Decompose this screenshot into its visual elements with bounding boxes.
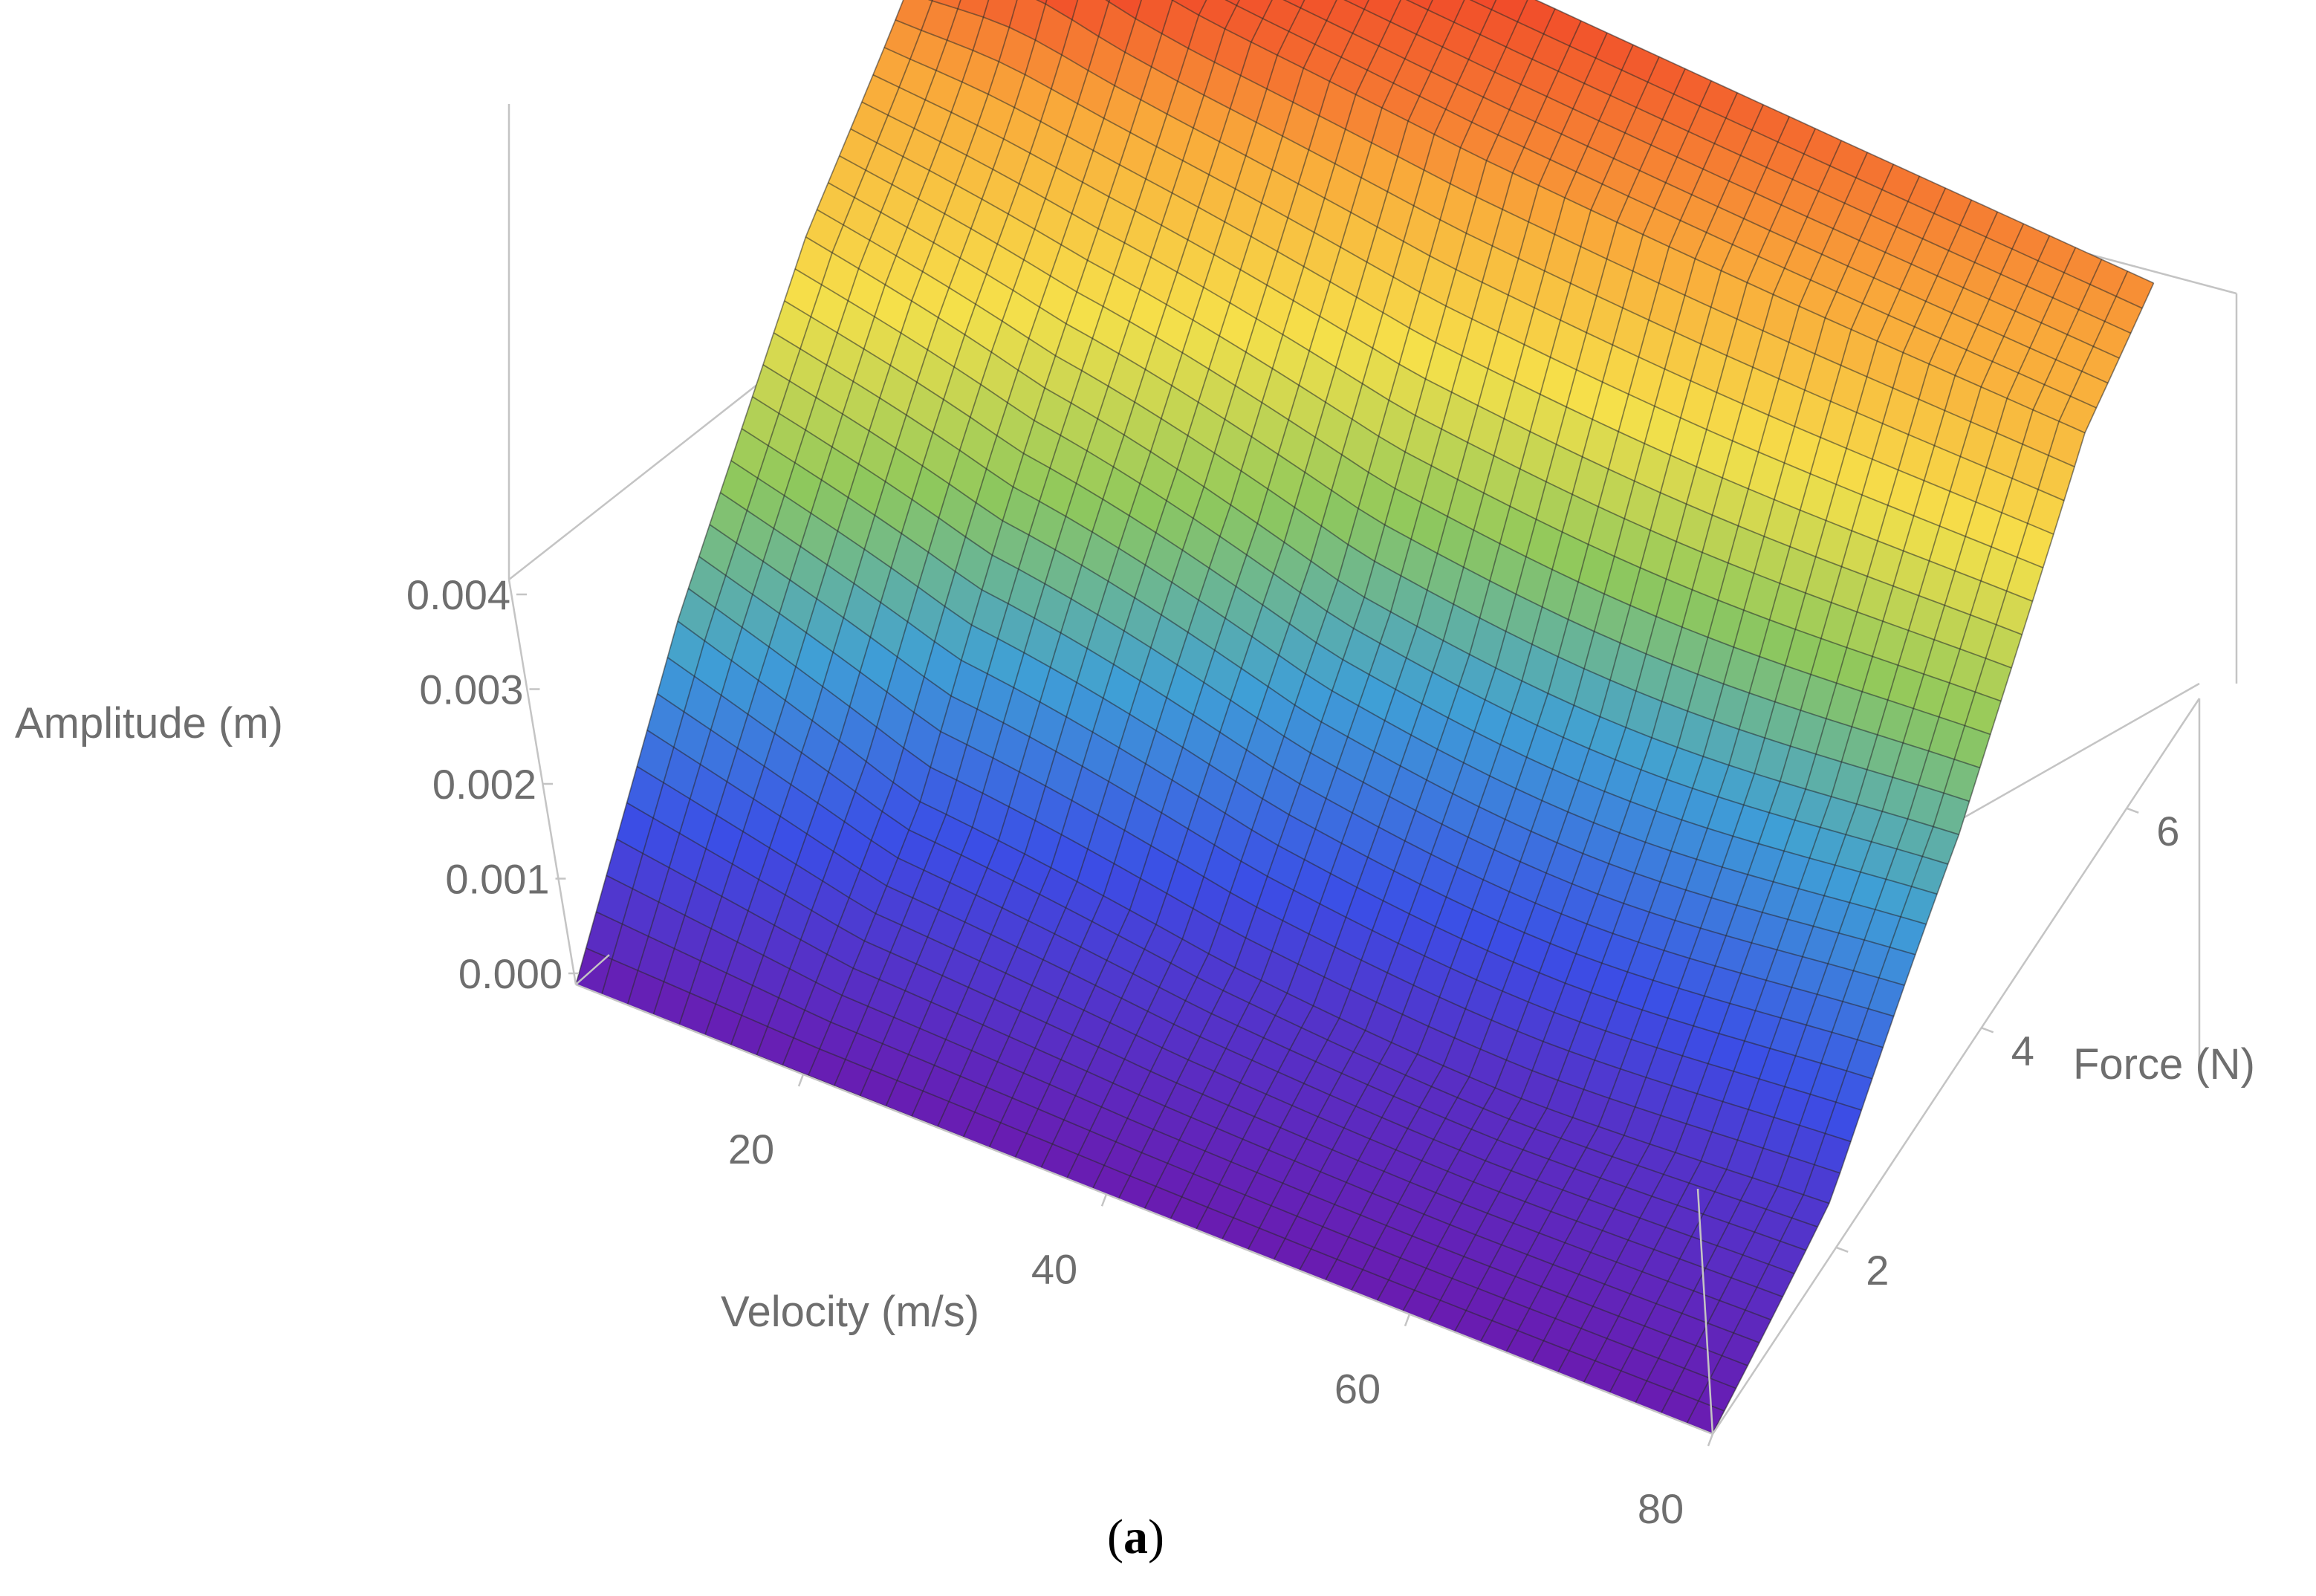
mesh-line-force xyxy=(1350,116,1790,1291)
velocity-tick-label: 60 xyxy=(1334,1366,1381,1412)
force-tick-label: 4 xyxy=(2011,1027,2034,1074)
box-edge-velocity-axis xyxy=(575,983,1713,1436)
mesh-line-force xyxy=(1221,56,1660,1241)
mesh-line-force xyxy=(1298,92,1738,1271)
amplitude-axis-label: Amplitude (m) xyxy=(15,699,283,747)
mesh-line-force xyxy=(1118,8,1556,1200)
mesh-line-force xyxy=(626,0,961,1005)
mesh-line-force xyxy=(936,0,1337,1127)
figure-caption: (a) xyxy=(1107,1510,1164,1564)
mesh-line-force xyxy=(1376,128,1816,1302)
force-axis-ticks: 2 4 6 xyxy=(1835,807,2179,1294)
bounding-box-front xyxy=(507,579,2201,1436)
mesh-line-force xyxy=(1040,0,1465,1169)
amplitude-tick-label: 0.001 xyxy=(445,856,549,903)
mesh-line-force xyxy=(704,0,1048,1036)
force-tick-mark xyxy=(1981,1027,1994,1034)
mesh-line-force xyxy=(1634,247,2077,1404)
mesh-line-force xyxy=(911,0,1305,1117)
mesh-line-force xyxy=(1144,20,1582,1210)
mesh-line-force xyxy=(600,0,933,995)
mesh-line-force xyxy=(575,0,904,985)
mesh-line-force xyxy=(1091,0,1528,1190)
velocity-tick-label: 80 xyxy=(1638,1485,1684,1532)
force-tick-label: 6 xyxy=(2156,808,2179,854)
mesh-line-force xyxy=(1014,0,1433,1158)
mesh-line-force xyxy=(1583,223,2025,1383)
velocity-tick-label: 20 xyxy=(728,1126,774,1172)
mesh-line-force xyxy=(1660,259,2103,1414)
mesh-line-force xyxy=(756,0,1111,1056)
mesh-line-force xyxy=(1686,270,2129,1424)
mesh-line-force xyxy=(885,0,1273,1107)
mesh-line-force xyxy=(1427,152,1868,1323)
caption-open-paren: ( xyxy=(1107,1510,1123,1564)
mesh-line-force xyxy=(962,0,1370,1138)
amplitude-tick-label: 0.000 xyxy=(458,950,562,997)
mesh-line-force xyxy=(652,0,990,1015)
mesh-line-force xyxy=(1195,44,1634,1230)
mesh-line-force xyxy=(1247,68,1686,1250)
velocity-axis-ticks: 20 40 60 80 xyxy=(728,1074,1714,1532)
box-edge-left-top xyxy=(575,954,610,985)
amplitude-tick-label: 0.002 xyxy=(432,761,536,808)
mesh-line-force xyxy=(1401,140,1842,1312)
velocity-tick-mark xyxy=(1707,1433,1714,1447)
force-tick-label: 2 xyxy=(1866,1247,1889,1294)
amplitude-axis-ticks: 0.000 0.001 0.002 0.003 0.004 xyxy=(406,571,579,997)
mesh-line-force xyxy=(1505,187,1947,1353)
mesh-line-force xyxy=(859,0,1240,1097)
mesh-line-force xyxy=(1324,104,1764,1282)
velocity-axis-label: Velocity (m/s) xyxy=(721,1288,979,1336)
caption-letter: a xyxy=(1123,1510,1148,1564)
amplitude-surface xyxy=(575,0,2155,1435)
amplitude-tick-label: 0.003 xyxy=(419,666,523,713)
caption-close-paren: ) xyxy=(1148,1510,1164,1564)
mesh-line-force xyxy=(808,0,1173,1076)
box-edge-front-vertical-left xyxy=(507,579,577,985)
box-edge-force-axis xyxy=(1711,698,2201,1435)
mesh-line-force xyxy=(1170,32,1608,1220)
box-edge-front-vertical-corner xyxy=(1696,1188,1714,1435)
velocity-tick-mark xyxy=(797,1074,805,1087)
mesh-line-force xyxy=(730,0,1079,1045)
velocity-tick-mark xyxy=(1404,1314,1411,1327)
mesh-line-force xyxy=(1712,282,2155,1434)
mesh-line-force xyxy=(833,0,1207,1086)
velocity-tick-mark xyxy=(1100,1193,1108,1207)
mesh-line-force xyxy=(678,0,1018,1025)
mesh-line-force xyxy=(1065,0,1497,1179)
mesh-line-force xyxy=(1609,235,2051,1394)
mesh-line-force xyxy=(1273,80,1712,1261)
mesh-line-force xyxy=(1479,175,1921,1343)
force-tick-mark xyxy=(1835,1246,1849,1253)
mesh-line-force xyxy=(1531,199,1973,1363)
mesh-line-force xyxy=(988,0,1402,1148)
force-axis-label: Force (N) xyxy=(2073,1040,2255,1089)
velocity-tick-label: 40 xyxy=(1031,1245,1077,1292)
force-tick-mark xyxy=(2126,807,2139,814)
mesh-line-force xyxy=(1453,163,1895,1332)
mesh-line-force xyxy=(1557,211,1999,1373)
mesh-line-force xyxy=(782,0,1143,1066)
amplitude-tick-label: 0.004 xyxy=(406,571,510,618)
